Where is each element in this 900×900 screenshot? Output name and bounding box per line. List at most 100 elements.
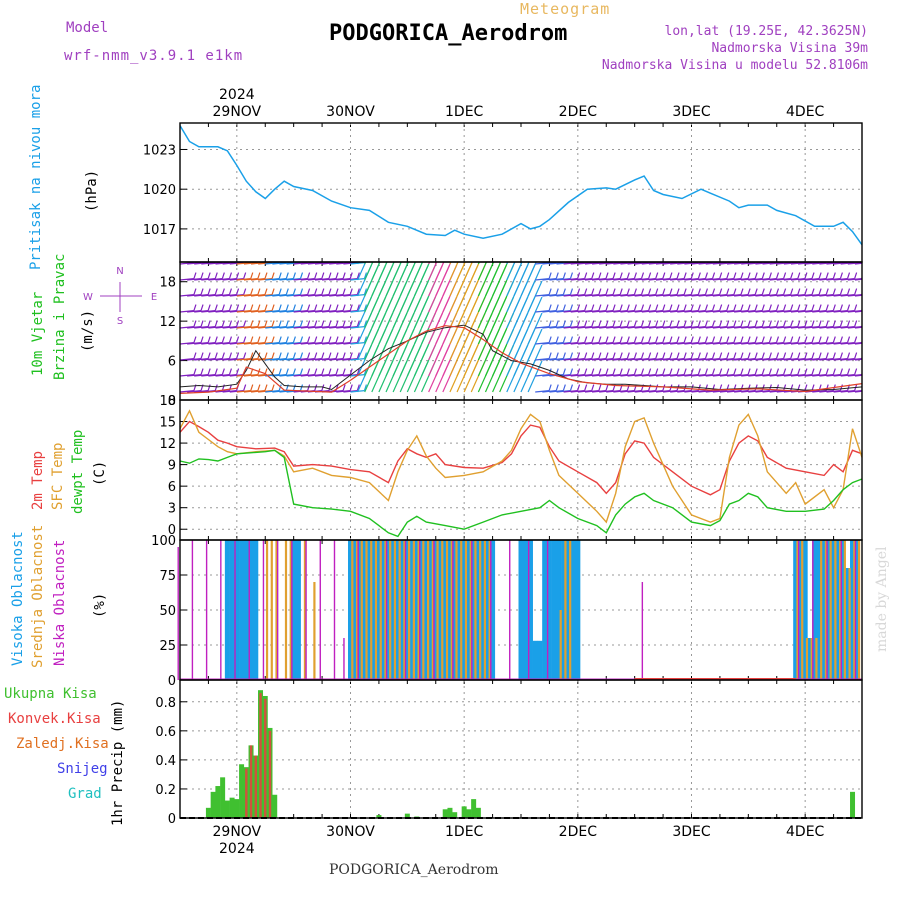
wind-barb	[208, 326, 223, 329]
wind-barb	[265, 294, 280, 297]
wind-barb	[265, 342, 280, 345]
wind-barb	[748, 262, 763, 265]
wind-barb-tick	[292, 272, 296, 279]
wind-barb-tick	[683, 368, 687, 375]
wind-barb-tick	[193, 352, 197, 359]
wind-barb-tick	[697, 336, 701, 343]
low-cloud-bar	[262, 540, 265, 680]
wind-barb-tick	[598, 384, 602, 391]
wind-barb-tick	[335, 304, 339, 311]
wind-barb-tick	[704, 304, 708, 311]
wind-barb-tick	[200, 336, 204, 343]
wind-barb-tick	[747, 352, 751, 359]
wind-barb	[627, 390, 642, 393]
wind-barb-tick	[683, 304, 687, 311]
wind-barb	[265, 390, 280, 393]
wind-barb-tick	[207, 272, 211, 279]
wind-barb	[613, 358, 628, 361]
wind-barb	[663, 326, 678, 329]
wind-barb-tick	[626, 320, 630, 327]
wind-barb	[705, 390, 720, 393]
low-cloud-bar	[490, 540, 492, 680]
y-tick-label: 1020	[143, 183, 176, 198]
wind-barb	[648, 310, 663, 313]
wind-barb	[783, 278, 798, 281]
wind-barb	[670, 374, 685, 377]
wind-barb-tick	[768, 272, 772, 279]
mid-cloud-bar	[379, 540, 382, 680]
wind-barb	[599, 358, 614, 361]
wind-barb	[577, 342, 592, 345]
wind-barb	[243, 278, 258, 281]
wind-barb	[258, 262, 273, 265]
wind-barb	[243, 374, 258, 377]
wind-barb	[712, 326, 727, 329]
wind-barb	[201, 326, 216, 329]
wind-barb	[826, 374, 841, 377]
wind-barb-tick	[307, 336, 311, 343]
wind-barb	[250, 310, 266, 313]
wind-barb-tick	[612, 320, 616, 327]
wind-barb	[776, 310, 791, 313]
wind-barb-tick	[839, 272, 843, 279]
wind-barb-tick	[690, 288, 694, 295]
wind-barb	[570, 278, 585, 281]
wind-barb-tick	[690, 272, 694, 279]
wind-barb	[236, 342, 251, 345]
wind-barb-tick	[214, 272, 218, 279]
wind-barb-tick	[704, 368, 708, 375]
wind-barb-tick	[747, 320, 751, 327]
wind-barb-tick	[818, 288, 822, 295]
wind-barb-tick	[605, 352, 609, 359]
wind-barb	[250, 390, 266, 393]
wind-barb	[719, 326, 734, 329]
wind-barb-tick	[591, 384, 595, 391]
wind-barb-tick	[264, 320, 268, 327]
wind-barb	[769, 294, 784, 297]
wind-barb	[563, 262, 578, 265]
wind-barb	[769, 374, 784, 377]
wind-barb	[542, 358, 557, 361]
wind-barb	[570, 374, 585, 377]
wind-barb	[194, 326, 209, 329]
wind-barb-tick	[328, 368, 332, 375]
wind-barb-tick	[257, 336, 261, 343]
wind-barb-tick	[704, 320, 708, 327]
wind-barb	[819, 310, 834, 313]
wind-barb	[570, 310, 585, 313]
wind-barb	[307, 342, 322, 345]
wind-barb	[734, 310, 749, 313]
high-cloud-bar	[385, 540, 391, 680]
wind-barb	[726, 278, 742, 281]
wind-barb	[840, 262, 855, 265]
precip-total-bar	[205, 807, 211, 818]
wind-barb	[272, 262, 287, 265]
wind-barb-tick	[804, 272, 808, 279]
wind-barb	[620, 342, 635, 345]
wind-barb	[648, 278, 663, 281]
wind-barb-tick	[576, 336, 581, 343]
wind-barb	[272, 390, 287, 393]
wind-barb-tick	[669, 352, 673, 359]
wind-barb-tick	[285, 368, 289, 375]
wind-barb	[734, 294, 749, 297]
wind-barb	[577, 390, 592, 393]
wind-barb-tick	[555, 272, 559, 279]
wind-barb	[577, 278, 592, 281]
high-cloud-bar	[461, 540, 467, 680]
wind-barb	[222, 390, 237, 393]
wind-barb-tick	[562, 384, 566, 391]
wind-barb	[314, 294, 329, 297]
wind-barb-tick	[612, 352, 616, 359]
wind-barb-tick	[811, 336, 815, 343]
wind-barb	[343, 262, 358, 265]
wind-barb-tick	[278, 320, 282, 327]
mid-cloud-bar	[834, 540, 837, 680]
wind-barb-tick	[214, 368, 218, 375]
wind-barb-tick	[740, 304, 744, 311]
wind-barb-tick	[271, 336, 275, 343]
wind-barb	[819, 278, 834, 281]
low-cloud-bar	[854, 540, 857, 680]
wind-barb	[648, 374, 663, 377]
high-cloud-bar	[532, 640, 538, 680]
